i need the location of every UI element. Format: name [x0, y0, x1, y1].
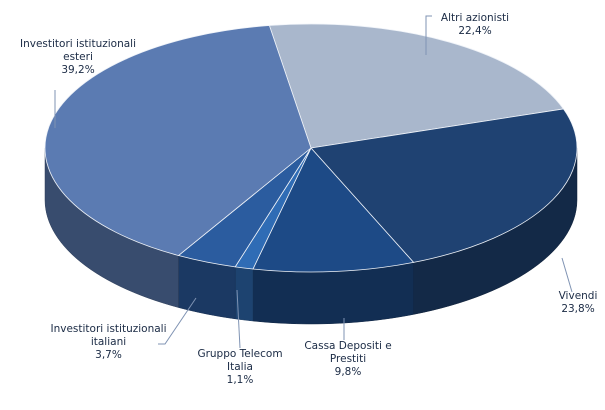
- category-name: Cassa Depositi e Prestiti: [304, 340, 392, 365]
- pie-sides: [44, 147, 578, 325]
- value-label: 1,1%: [226, 374, 254, 386]
- leader-line: [561, 257, 573, 293]
- leader-line: [236, 289, 241, 349]
- value-label: 22,4%: [458, 25, 492, 37]
- pie-top: [44, 23, 578, 273]
- value-label: 9,8%: [334, 366, 362, 378]
- slice-label: Altri azionisti 22,4%: [430, 12, 520, 38]
- leader-lines: [54, 15, 573, 349]
- category-name: Gruppo Telecom Italia: [197, 348, 283, 373]
- pie-slice: [252, 147, 415, 273]
- pie-slice: [268, 23, 565, 149]
- value-label: 39,2%: [61, 64, 95, 76]
- pie-slice: [310, 108, 578, 263]
- category-name: Altri azionisti: [440, 12, 510, 24]
- slice-label: Vivendi 23,8%: [538, 290, 605, 316]
- slice-label: Cassa Depositi e Prestiti 9,8%: [298, 340, 398, 379]
- value-label: 3,7%: [95, 349, 122, 361]
- leader-line: [158, 297, 197, 345]
- value-label: 23,8%: [561, 303, 595, 315]
- slice-label: Investitori istituzionali italiani 3,7%: [46, 323, 171, 362]
- category-name: Vivendi: [558, 290, 598, 302]
- category-name: Investitori istituzionali esteri: [19, 38, 136, 63]
- pie-slice: [44, 25, 312, 256]
- slice-label: Investitori istituzionali esteri 39,2%: [18, 38, 138, 77]
- leader-line: [425, 15, 432, 55]
- category-name: Investitori istituzionali italiani: [50, 323, 167, 348]
- slice-label: Gruppo Telecom Italia 1,1%: [192, 348, 288, 387]
